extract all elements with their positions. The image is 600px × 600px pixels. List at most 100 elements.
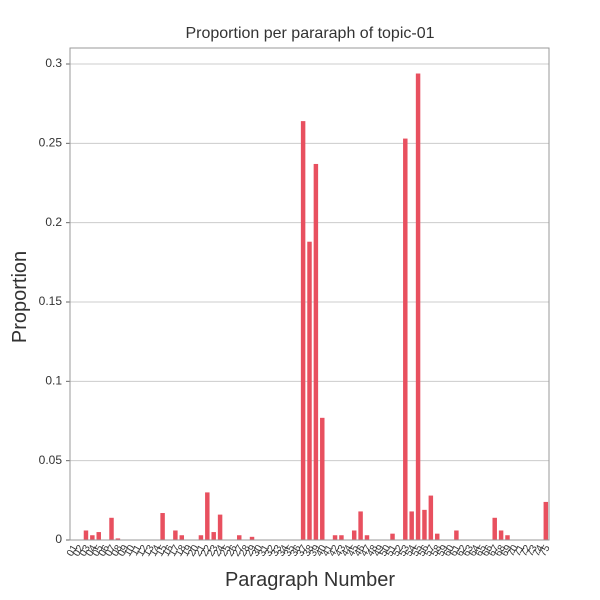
bar bbox=[403, 138, 408, 540]
bar bbox=[307, 241, 312, 540]
x-tick-label: 58 bbox=[429, 543, 444, 559]
y-tick-label: 0.2 bbox=[45, 215, 62, 229]
x-tick-label: 29 bbox=[244, 543, 259, 559]
x-tick-label: 27 bbox=[231, 543, 246, 559]
bar bbox=[173, 530, 178, 540]
x-tick-label: 73 bbox=[525, 543, 540, 559]
x-tick-label: 75 bbox=[538, 543, 553, 559]
y-axis-label: Proportion bbox=[9, 251, 31, 343]
x-tick-label: 12 bbox=[135, 543, 150, 559]
bar bbox=[358, 511, 363, 540]
bar bbox=[492, 517, 497, 540]
bar bbox=[90, 535, 95, 540]
bar bbox=[454, 530, 459, 540]
x-tick-label: 07 bbox=[103, 543, 118, 559]
bar bbox=[543, 501, 549, 540]
x-tick-label: 06 bbox=[97, 543, 112, 559]
x-tick-label: 08 bbox=[110, 543, 125, 559]
bar bbox=[415, 73, 421, 541]
x-tick-label: 25 bbox=[218, 543, 233, 559]
x-tick-label: 22 bbox=[199, 543, 214, 559]
bar bbox=[83, 530, 89, 540]
bar bbox=[313, 163, 319, 540]
x-tick-label: 61 bbox=[448, 543, 463, 559]
y-tick-label: 0 bbox=[55, 532, 62, 546]
x-tick-label: 02 bbox=[71, 543, 86, 559]
bar bbox=[409, 511, 414, 540]
x-tick-label: 41 bbox=[320, 543, 335, 559]
bar bbox=[428, 495, 434, 540]
x-tick-label: 38 bbox=[301, 543, 316, 559]
x-tick-label: 37 bbox=[295, 543, 310, 559]
x-tick-label: 65 bbox=[474, 543, 489, 559]
bar bbox=[249, 536, 255, 540]
x-tick-label: 64 bbox=[467, 543, 482, 559]
x-tick-label: 40 bbox=[314, 543, 329, 559]
x-tick-label: 66 bbox=[480, 543, 495, 559]
x-tick-label: 39 bbox=[308, 543, 323, 559]
x-tick-label: 13 bbox=[142, 543, 157, 559]
x-tick-label: 56 bbox=[416, 543, 431, 559]
x-tick-label: 09 bbox=[116, 543, 131, 559]
x-tick-label: 31 bbox=[257, 543, 272, 559]
y-tick-label: 0.3 bbox=[45, 56, 62, 70]
x-tick-label: 14 bbox=[148, 543, 163, 559]
x-tick-label: 20 bbox=[186, 543, 201, 559]
x-tick-label: 03 bbox=[78, 543, 93, 559]
x-tick-label: 42 bbox=[327, 543, 342, 559]
bar bbox=[179, 535, 185, 540]
bar bbox=[390, 533, 395, 540]
x-tick-label: 51 bbox=[384, 543, 399, 559]
x-tick-label: 32 bbox=[263, 543, 278, 559]
y-tick-label: 0.1 bbox=[45, 374, 62, 388]
x-tick-label: 30 bbox=[250, 543, 265, 559]
bar bbox=[434, 533, 440, 540]
x-tick-label: 54 bbox=[403, 543, 418, 559]
x-tick-label: 46 bbox=[352, 543, 367, 559]
x-tick-label: 62 bbox=[455, 543, 470, 559]
bar bbox=[205, 492, 210, 540]
x-tick-label: 44 bbox=[340, 543, 355, 559]
x-tick-label: 60 bbox=[442, 543, 457, 559]
x-axis-label: Paragraph Number bbox=[225, 569, 395, 591]
x-tick-label: 45 bbox=[346, 543, 361, 559]
x-tick-label: 48 bbox=[365, 543, 380, 559]
x-tick-label: 17 bbox=[167, 543, 182, 559]
bar bbox=[96, 532, 101, 540]
bar bbox=[160, 513, 165, 540]
x-tick-label: 74 bbox=[531, 543, 546, 559]
bar bbox=[332, 535, 338, 540]
x-tick-label: 50 bbox=[378, 543, 393, 559]
x-tick-label: 18 bbox=[174, 543, 189, 559]
x-tick-label: 10 bbox=[122, 543, 137, 559]
bar bbox=[320, 417, 325, 540]
x-tick-label: 28 bbox=[237, 543, 252, 559]
bar bbox=[422, 509, 427, 540]
y-tick-label: 0.15 bbox=[39, 294, 63, 308]
x-tick-label: 01 bbox=[65, 543, 80, 559]
x-tick-label: 26 bbox=[225, 543, 240, 559]
x-tick-label: 52 bbox=[391, 543, 406, 559]
x-tick-label: 24 bbox=[212, 543, 227, 559]
x-tick-label: 05 bbox=[91, 543, 106, 559]
x-tick-label: 69 bbox=[499, 543, 514, 559]
x-tick-label: 47 bbox=[359, 543, 374, 559]
bar bbox=[364, 535, 370, 540]
x-tick-label: 16 bbox=[161, 543, 176, 559]
bar bbox=[237, 535, 242, 540]
x-tick-label: 36 bbox=[289, 543, 304, 559]
x-tick-label: 21 bbox=[193, 543, 208, 559]
chart-title: Proportion per pararaph of topic-01 bbox=[185, 25, 434, 42]
bar bbox=[339, 535, 344, 540]
x-tick-label: 53 bbox=[397, 543, 412, 559]
bar bbox=[498, 530, 504, 540]
bar bbox=[217, 514, 223, 540]
x-tick-label: 19 bbox=[180, 543, 195, 559]
x-tick-label: 49 bbox=[372, 543, 387, 559]
y-tick-label: 0.05 bbox=[39, 453, 63, 467]
bar bbox=[351, 530, 357, 540]
x-tick-label: 57 bbox=[423, 543, 438, 559]
x-tick-label: 72 bbox=[518, 543, 533, 559]
plot-frame bbox=[69, 47, 550, 541]
